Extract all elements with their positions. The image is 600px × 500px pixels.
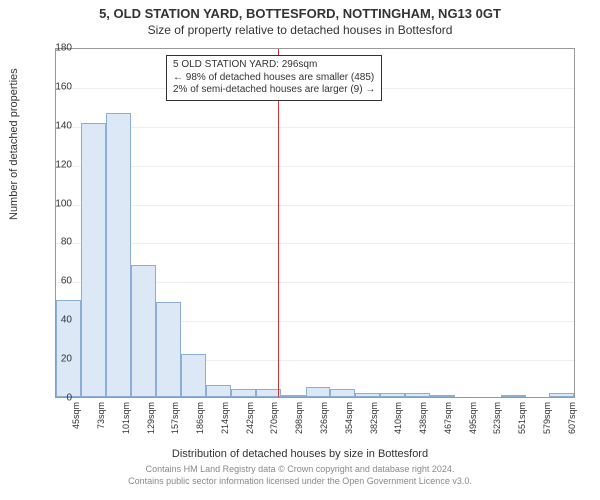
credit-line-2: Contains public sector information licen… — [0, 476, 600, 488]
xtick-label: 354sqm — [344, 402, 354, 452]
bars-group — [56, 49, 574, 397]
histogram-bar — [306, 387, 331, 397]
annotation-line-3: 2% of semi-detached houses are larger (9… — [173, 84, 375, 97]
annotation-line-1: 5 OLD STATION YARD: 296sqm — [173, 59, 375, 72]
xtick-label: 382sqm — [369, 402, 379, 452]
xtick-label: 214sqm — [220, 402, 230, 452]
histogram-bar — [501, 395, 526, 397]
ytick-label: 100 — [32, 198, 72, 209]
xtick-label: 298sqm — [294, 402, 304, 452]
xtick-label: 45sqm — [71, 402, 81, 452]
xtick-label: 326sqm — [319, 402, 329, 452]
ytick-label: 60 — [32, 276, 72, 287]
xtick-label: 186sqm — [195, 402, 205, 452]
histogram-bar — [430, 395, 455, 397]
xtick-label: 523sqm — [492, 402, 502, 452]
xtick-label: 495sqm — [468, 402, 478, 452]
xtick-label: 579sqm — [542, 402, 552, 452]
histogram-bar — [181, 354, 206, 397]
annotation-box: 5 OLD STATION YARD: 296sqm ← 98% of deta… — [166, 55, 382, 101]
ytick-label: 140 — [32, 120, 72, 131]
histogram-bar — [549, 393, 574, 397]
ytick-label: 0 — [32, 393, 72, 404]
histogram-bar — [131, 265, 156, 397]
ytick-label: 160 — [32, 81, 72, 92]
credit-line-1: Contains HM Land Registry data © Crown c… — [0, 464, 600, 476]
xtick-label: 551sqm — [517, 402, 527, 452]
histogram-bar — [380, 393, 405, 397]
xtick-label: 467sqm — [443, 402, 453, 452]
xtick-label: 270sqm — [269, 402, 279, 452]
xtick-label: 73sqm — [96, 402, 106, 452]
xtick-label: 410sqm — [393, 402, 403, 452]
xtick-label: 157sqm — [170, 402, 180, 452]
xtick-label: 438sqm — [418, 402, 428, 452]
xtick-label: 129sqm — [146, 402, 156, 452]
histogram-bar — [81, 123, 106, 397]
ytick-label: 80 — [32, 237, 72, 248]
ytick-label: 20 — [32, 354, 72, 365]
ytick-label: 180 — [32, 43, 72, 54]
histogram-bar — [231, 389, 256, 397]
reference-line — [278, 49, 279, 397]
credit-text: Contains HM Land Registry data © Crown c… — [0, 464, 600, 487]
chart-area: 5 OLD STATION YARD: 296sqm ← 98% of deta… — [55, 48, 575, 398]
histogram-bar — [281, 395, 306, 397]
histogram-bar — [106, 113, 131, 397]
histogram-bar — [355, 393, 380, 397]
histogram-bar — [156, 302, 181, 397]
histogram-bar — [206, 385, 231, 397]
histogram-bar — [405, 393, 430, 397]
xtick-label: 242sqm — [245, 402, 255, 452]
annotation-line-2: ← 98% of detached houses are smaller (48… — [173, 72, 375, 85]
y-axis-label: Number of detached properties — [8, 68, 20, 220]
chart-title-sub: Size of property relative to detached ho… — [0, 21, 600, 37]
xtick-label: 607sqm — [567, 402, 577, 452]
x-axis-label: Distribution of detached houses by size … — [0, 448, 600, 460]
xtick-label: 101sqm — [121, 402, 131, 452]
histogram-bar — [330, 389, 355, 397]
ytick-label: 40 — [32, 315, 72, 326]
histogram-bar — [256, 389, 281, 397]
ytick-label: 120 — [32, 159, 72, 170]
chart-title-main: 5, OLD STATION YARD, BOTTESFORD, NOTTING… — [0, 0, 600, 21]
plot-region: 5 OLD STATION YARD: 296sqm ← 98% of deta… — [55, 48, 575, 398]
